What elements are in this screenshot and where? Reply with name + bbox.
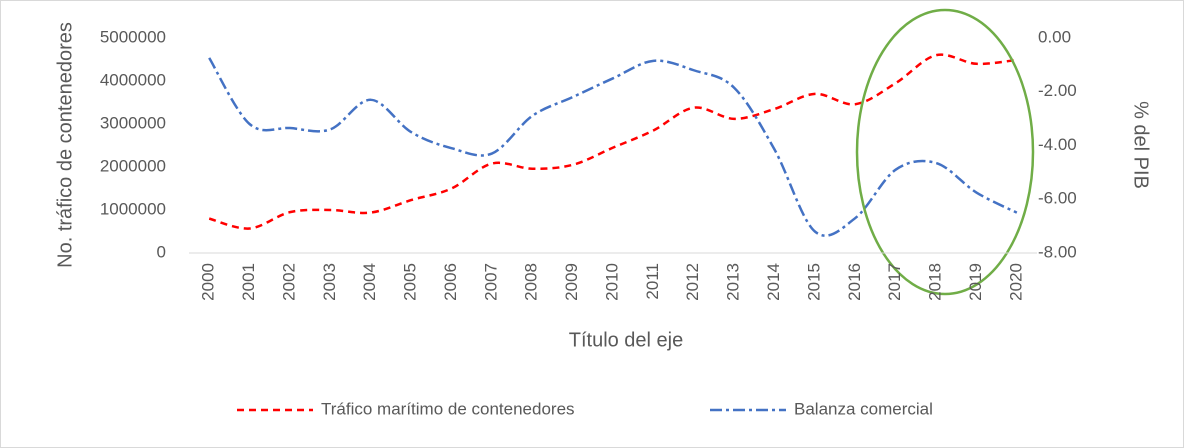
y-axis-title: No. tráfico de contenedores [54, 22, 76, 268]
x-tick-label: 2016 [845, 263, 864, 301]
x-tick-label: 2013 [724, 263, 743, 301]
x-tick-label: 2010 [602, 263, 621, 301]
y-tick-label: 5000000 [100, 27, 166, 46]
y2-tick-label: -8.00 [1038, 242, 1077, 261]
x-tick-label: 2017 [885, 263, 904, 301]
y-tick-label: 4000000 [100, 70, 166, 89]
y-tick-label: 2000000 [100, 156, 166, 175]
legend-label: Balanza comercial [794, 399, 933, 418]
x-tick-label: 2020 [1006, 263, 1025, 301]
x-tick-label: 2008 [522, 263, 541, 301]
x-tick-label: 2014 [764, 263, 783, 301]
x-tick-label: 2011 [643, 263, 662, 300]
highlight-ellipse [855, 8, 1035, 296]
x-tick-label: 2002 [279, 263, 298, 301]
x-tick-label: 2007 [481, 263, 500, 301]
y-tick-label: 3000000 [100, 113, 166, 132]
x-tick-label: 2001 [239, 263, 258, 301]
y-tick-label: 1000000 [100, 199, 166, 218]
y2-tick-label: 0.00 [1038, 27, 1071, 46]
x-tick-label: 2005 [401, 263, 420, 301]
y2-tick-label: -4.00 [1038, 135, 1077, 154]
y-tick-label: 0 [157, 242, 166, 261]
x-tick-label: 2004 [360, 263, 379, 301]
x-tick-label: 2009 [562, 263, 581, 301]
x-tick-label: 2012 [683, 263, 702, 301]
x-axis-title: Título del eje [569, 329, 684, 351]
x-tick-label: 2003 [320, 263, 339, 301]
x-tick-label: 2019 [966, 263, 985, 301]
x-tick-label: 2018 [926, 263, 945, 301]
y2-tick-label: -2.00 [1038, 81, 1077, 100]
series-line [208, 53, 1017, 230]
x-tick-label: 2015 [804, 263, 823, 301]
x-tick-label: 2006 [441, 263, 460, 301]
y2-tick-label: -6.00 [1038, 189, 1077, 208]
series-line [208, 57, 1018, 237]
legend-label: Tráfico marítimo de contenedores [321, 399, 575, 418]
y2-axis-title: % del PIB [1130, 101, 1152, 189]
x-tick-label: 2000 [199, 263, 218, 301]
